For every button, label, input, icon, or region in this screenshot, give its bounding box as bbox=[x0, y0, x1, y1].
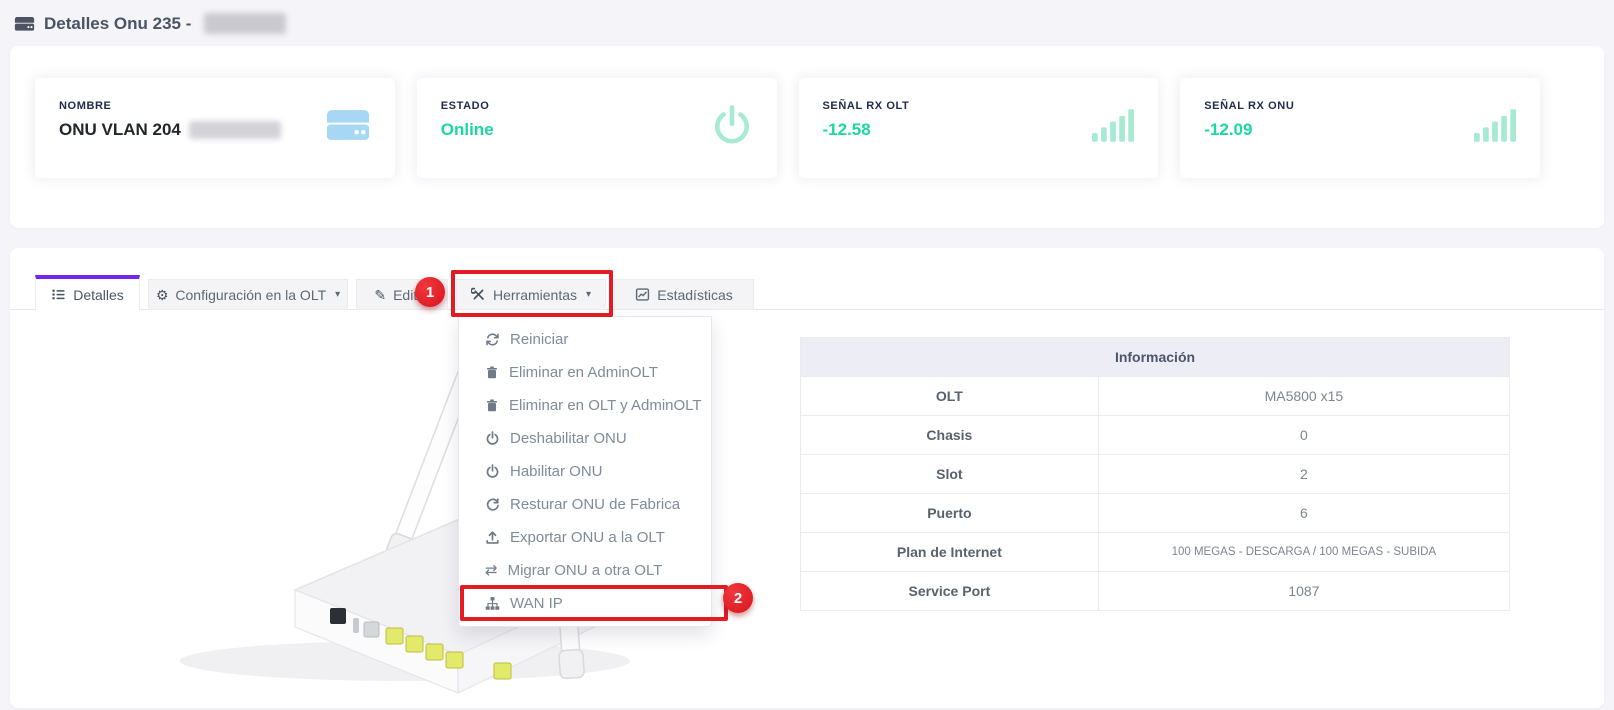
table-row: Slot 2 bbox=[800, 454, 1511, 494]
menu-item-exportar-olt[interactable]: Exportar ONU a la OLT bbox=[459, 521, 711, 554]
chart-icon bbox=[636, 288, 650, 301]
power-icon bbox=[486, 464, 499, 478]
row-value: 0 bbox=[1097, 415, 1511, 455]
list-icon bbox=[52, 289, 65, 300]
herramientas-dropdown-menu: Reiniciar Eliminar en AdminOLT Eliminar … bbox=[458, 316, 712, 627]
table-row: Plan de Internet 100 MEGAS - DESCARGA / … bbox=[800, 532, 1511, 572]
row-value: MA5800 x15 bbox=[1097, 376, 1511, 416]
menu-item-label: Eliminar en AdminOLT bbox=[509, 364, 658, 381]
row-value: 100 MEGAS - DESCARGA / 100 MEGAS - SUBID… bbox=[1097, 532, 1511, 572]
card-senal-rx-onu: SEÑAL RX ONU -12.09 bbox=[1180, 78, 1540, 178]
exchange-icon: ⇄ bbox=[485, 562, 498, 579]
chevron-down-icon: ▾ bbox=[586, 289, 592, 300]
row-value: 1087 bbox=[1097, 571, 1511, 611]
table-row: Chasis 0 bbox=[800, 415, 1511, 455]
row-value: 6 bbox=[1097, 493, 1511, 533]
menu-item-eliminar-olt-adminolt[interactable]: Eliminar en OLT y AdminOLT bbox=[459, 389, 711, 422]
info-table: Información OLT MA5800 x15 Chasis 0 Slot… bbox=[800, 337, 1511, 611]
page-title-text: Detalles Onu 235 - bbox=[44, 13, 192, 33]
tools-icon bbox=[470, 287, 484, 300]
table-row: OLT MA5800 x15 bbox=[800, 376, 1511, 416]
tabs-divider bbox=[10, 309, 1604, 310]
card-label: ESTADO bbox=[440, 100, 490, 112]
tab-bar: Detalles ⚙ Configuración en la OLT ▾ ✎ E… bbox=[35, 275, 754, 310]
detail-panel: Detalles ⚙ Configuración en la OLT ▾ ✎ E… bbox=[10, 248, 1604, 708]
summary-cards-panel: NOMBRE ONU VLAN 204 ESTADO Online bbox=[10, 46, 1604, 228]
row-label: Service Port bbox=[800, 571, 1099, 611]
sitemap-icon bbox=[485, 597, 500, 610]
menu-item-label: Resturar ONU de Fabrica bbox=[510, 496, 681, 513]
table-row: Puerto 6 bbox=[800, 493, 1511, 533]
rotate-cw-icon bbox=[486, 498, 499, 511]
tab-detalles[interactable]: Detalles bbox=[35, 275, 140, 310]
tab-label: Configuración en la OLT bbox=[175, 286, 327, 303]
tab-label: Estadísticas bbox=[657, 286, 733, 303]
card-label: SEÑAL RX OLT bbox=[822, 100, 910, 112]
chevron-down-icon: ▾ bbox=[335, 289, 341, 300]
tab-estadisticas[interactable]: Estadísticas bbox=[614, 279, 754, 310]
card-label: NOMBRE bbox=[59, 100, 112, 112]
card-value: -12.58 bbox=[822, 120, 871, 139]
menu-item-label: WAN IP bbox=[510, 595, 563, 612]
menu-item-reiniciar[interactable]: Reiniciar bbox=[459, 323, 711, 356]
tab-herramientas[interactable]: Herramientas ▾ bbox=[456, 279, 606, 310]
row-label: Slot bbox=[800, 454, 1099, 494]
signal-bars-icon bbox=[1474, 109, 1516, 147]
tab-label: Detalles bbox=[73, 286, 124, 303]
card-label: SEÑAL RX ONU bbox=[1204, 100, 1295, 112]
power-icon bbox=[711, 104, 753, 153]
card-nombre: NOMBRE ONU VLAN 204 bbox=[35, 78, 395, 178]
card-senal-rx-olt: SEÑAL RX OLT -12.58 bbox=[798, 78, 1159, 178]
menu-item-label: Reiniciar bbox=[510, 331, 569, 348]
annotation-step-1-badge: 1 bbox=[415, 277, 445, 307]
drive-icon bbox=[14, 16, 35, 31]
menu-item-eliminar-adminolt[interactable]: Eliminar en AdminOLT bbox=[459, 356, 711, 389]
menu-item-habilitar-onu[interactable]: Habilitar ONU bbox=[459, 455, 711, 488]
card-value: -12.09 bbox=[1204, 120, 1253, 139]
card-estado: ESTADO Online bbox=[416, 78, 777, 178]
signal-bars-icon bbox=[1092, 109, 1135, 147]
trash-icon bbox=[486, 366, 498, 379]
annotation-step-2-badge: 2 bbox=[723, 583, 753, 613]
pencil-icon: ✎ bbox=[374, 286, 387, 303]
redacted-client-name bbox=[188, 121, 281, 139]
menu-item-label: Deshabilitar ONU bbox=[510, 430, 627, 447]
card-value: Online bbox=[440, 120, 494, 139]
menu-item-wan-ip[interactable]: WAN IP bbox=[459, 587, 711, 620]
trash-icon bbox=[486, 399, 498, 412]
menu-item-label: Exportar ONU a la OLT bbox=[510, 529, 665, 546]
menu-item-deshabilitar-onu[interactable]: Deshabilitar ONU bbox=[459, 422, 711, 455]
card-value: ONU VLAN 204 bbox=[59, 120, 181, 139]
row-label: OLT bbox=[800, 376, 1099, 416]
tab-label: Herramientas bbox=[492, 286, 577, 303]
menu-item-label: Migrar ONU a otra OLT bbox=[507, 562, 663, 579]
upload-icon bbox=[486, 531, 499, 544]
gear-icon: ⚙ bbox=[155, 286, 169, 303]
menu-item-label: Habilitar ONU bbox=[510, 463, 603, 480]
row-label: Plan de Internet bbox=[800, 532, 1099, 572]
info-table-title: Información bbox=[800, 337, 1510, 377]
redacted-onu-name bbox=[204, 13, 287, 34]
menu-item-migrar-olt[interactable]: ⇄ Migrar ONU a otra OLT bbox=[459, 554, 711, 587]
refresh-icon bbox=[486, 333, 499, 346]
row-label: Chasis bbox=[800, 415, 1099, 455]
table-row: Service Port 1087 bbox=[800, 571, 1511, 611]
tab-configuracion-olt[interactable]: ⚙ Configuración en la OLT ▾ bbox=[148, 279, 348, 310]
power-icon bbox=[486, 431, 499, 445]
row-value: 2 bbox=[1097, 454, 1511, 494]
menu-item-restaurar-fabrica[interactable]: Resturar ONU de Fabrica bbox=[459, 488, 711, 521]
row-label: Puerto bbox=[800, 493, 1099, 533]
drive-icon bbox=[325, 109, 371, 147]
menu-item-label: Eliminar en OLT y AdminOLT bbox=[509, 397, 702, 414]
page-title: Detalles Onu 235 - bbox=[0, 0, 1614, 34]
